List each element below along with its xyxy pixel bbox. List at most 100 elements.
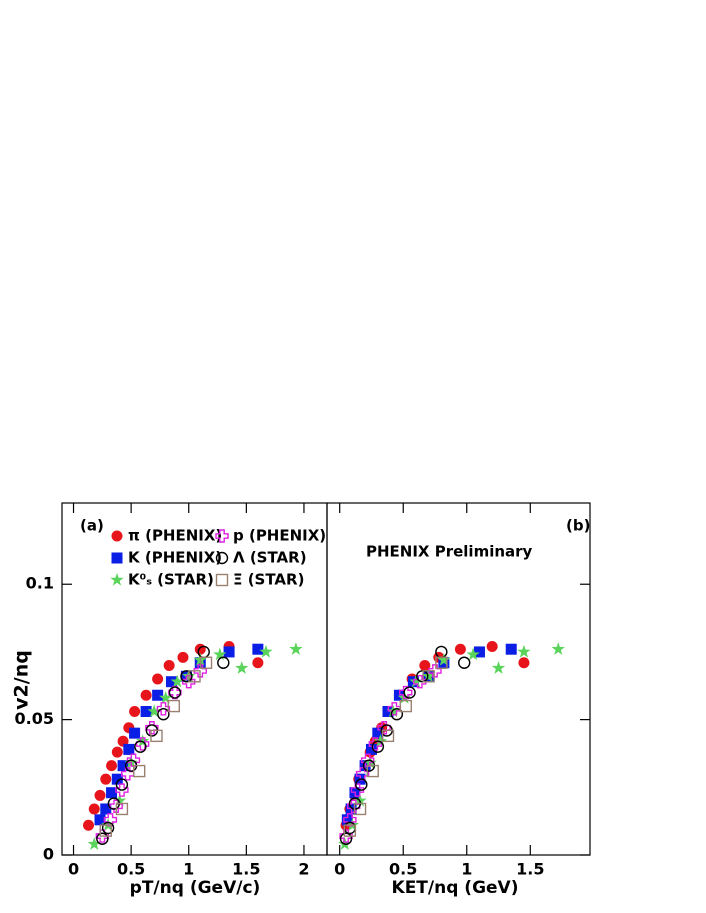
marker [517, 644, 531, 658]
marker [289, 642, 303, 655]
marker [403, 686, 416, 699]
marker [421, 669, 436, 682]
marker [199, 656, 213, 669]
marker [343, 824, 357, 837]
marker [339, 832, 353, 845]
marker [223, 646, 235, 658]
marker [350, 783, 365, 797]
x-axis-label: pT/nq (GeV/c) [130, 878, 261, 898]
marker [94, 814, 106, 826]
x-tick-label: 0 [334, 860, 345, 879]
marker [416, 670, 429, 683]
marker [115, 778, 129, 791]
legend-marker [111, 552, 123, 564]
marker [152, 689, 164, 701]
marker [168, 686, 182, 699]
marker [252, 643, 264, 655]
marker [150, 729, 163, 743]
marker [134, 740, 147, 753]
marker [353, 802, 367, 816]
marker [213, 647, 227, 661]
legend-label: Ξ (STAR) [233, 571, 304, 589]
marker [106, 787, 118, 799]
marker [87, 837, 101, 850]
marker [88, 803, 100, 815]
marker [163, 659, 175, 671]
marker [140, 689, 152, 701]
marker [413, 675, 427, 689]
legend-label: K⁰ₛ (STAR) [128, 571, 214, 589]
marker [491, 661, 506, 674]
marker [101, 821, 115, 835]
marker [437, 653, 451, 666]
marker [180, 670, 193, 683]
marker [170, 674, 184, 688]
y-tick-label: 0.1 [26, 574, 54, 593]
x-tick-label: 1 [461, 860, 472, 879]
panel-a-label: (a) [80, 517, 104, 535]
legend-label: Λ (STAR) [233, 549, 307, 567]
marker [473, 646, 485, 658]
marker [129, 705, 141, 717]
marker [111, 746, 123, 758]
legend-marker [215, 551, 229, 565]
marker [355, 778, 368, 791]
marker [106, 760, 118, 772]
marker [341, 814, 353, 826]
marker [99, 824, 112, 837]
marker [252, 657, 264, 669]
legend-marker [215, 529, 229, 543]
marker [399, 699, 412, 713]
x-tick-label: 0 [68, 860, 79, 879]
y-axis-label: v2/nq [11, 650, 33, 710]
legend-marker [110, 573, 124, 586]
marker [152, 673, 164, 685]
marker [235, 661, 249, 674]
x-tick-label: 1 [183, 860, 194, 879]
marker [518, 657, 530, 669]
y-tick-label: 0 [43, 845, 54, 864]
marker [140, 705, 152, 717]
x-tick-label: 1.5 [516, 860, 544, 879]
marker [381, 729, 395, 743]
x-axis-label: KET/nq (GeV) [392, 878, 519, 898]
marker [147, 704, 161, 718]
marker [117, 760, 129, 772]
panel-b-label: (b) [566, 517, 590, 535]
panel-b-frame [326, 502, 591, 856]
marker [466, 647, 480, 661]
marker [94, 789, 106, 801]
marker [115, 802, 129, 816]
annotation: PHENIX Preliminary [366, 543, 533, 561]
legend-marker [215, 573, 229, 587]
marker [419, 659, 431, 671]
marker [422, 670, 435, 683]
marker [135, 734, 150, 747]
y-tick-label: 0.05 [15, 709, 54, 728]
marker [123, 743, 135, 755]
marker [167, 699, 180, 713]
marker [100, 803, 112, 815]
marker [458, 656, 471, 669]
legend-label: π (PHENIX) [128, 527, 222, 545]
x-tick-label: 2 [298, 860, 309, 879]
marker [399, 685, 413, 700]
marker [96, 832, 109, 845]
marker [409, 674, 423, 688]
x-tick-label: 0.5 [117, 860, 145, 879]
marker [217, 656, 230, 669]
marker [132, 764, 146, 778]
marker [115, 783, 129, 797]
marker [372, 727, 384, 739]
legend-label: p (PHENIX) [233, 527, 326, 545]
marker [83, 819, 94, 831]
legend-label: K (PHENIX) [128, 549, 222, 567]
marker [387, 702, 402, 716]
marker [390, 708, 404, 721]
marker [159, 690, 173, 704]
marker [259, 644, 273, 658]
marker [111, 773, 123, 785]
marker [365, 743, 377, 755]
marker [551, 642, 565, 655]
